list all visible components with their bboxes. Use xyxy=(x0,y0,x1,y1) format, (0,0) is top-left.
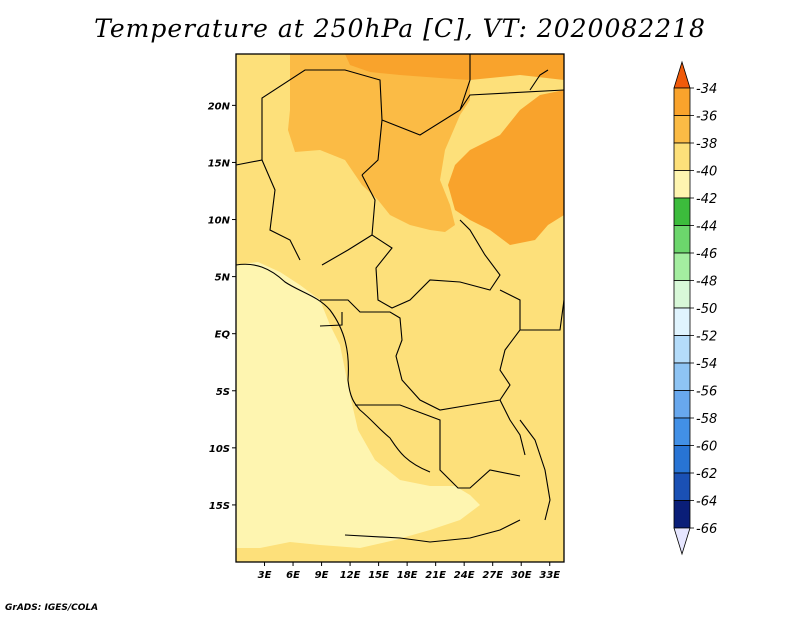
latitude-axis: 20N 15N 10N 5N EQ 5S 10S 15S xyxy=(208,101,236,512)
colorbar-swatch xyxy=(673,197,691,226)
colorbar-swatch xyxy=(673,362,691,391)
colorbar-swatch xyxy=(673,280,691,309)
colorbar-swatch xyxy=(673,115,691,144)
lon-tick-label: 33E xyxy=(539,570,560,581)
colorbar-top-arrow xyxy=(673,60,691,89)
field-warm-region xyxy=(288,54,470,232)
lon-tick-label: 15E xyxy=(368,570,389,581)
colorbar-label: -44 xyxy=(696,220,717,235)
colorbar-swatch xyxy=(673,472,691,501)
lon-tick-label: 3E xyxy=(258,570,272,581)
lon-tick-label: 21E xyxy=(425,570,446,581)
lon-tick-label: 9E xyxy=(315,570,329,581)
colorbar-label: -56 xyxy=(696,385,717,400)
lon-tick-label: 6E xyxy=(286,570,300,581)
colorbar-swatch xyxy=(673,500,691,529)
colorbar-swatch xyxy=(673,252,691,281)
temperature-field xyxy=(236,54,564,562)
colorbar-swatch xyxy=(673,390,691,419)
field-cool-region xyxy=(236,262,480,548)
colorbar-swatch xyxy=(673,307,691,336)
colorbar-swatch xyxy=(673,170,691,199)
colorbar-label: -42 xyxy=(696,192,717,207)
colorbar-label: -52 xyxy=(696,330,717,345)
lat-tick-label: 20N xyxy=(208,101,231,112)
country-borders xyxy=(236,54,564,543)
colorbar-swatch xyxy=(673,417,691,446)
colorbar-label: -34 xyxy=(696,82,717,97)
colorbar-label: -54 xyxy=(696,357,717,372)
colorbar-swatch xyxy=(673,445,691,474)
map-title: Temperature at 250hPa [C], VT: 202008221… xyxy=(94,14,706,43)
colorbar: -34 -36 -38 -40 -42 -44 -46 -48 -50 -52 -54 -56 -58 -… xyxy=(673,60,717,556)
lat-tick-label: 10S xyxy=(209,444,230,455)
colorbar-label: -50 xyxy=(696,302,717,317)
lat-tick-label: 15S xyxy=(209,501,230,512)
lon-tick-label: 27E xyxy=(482,570,503,581)
colorbar-label: -58 xyxy=(696,412,717,427)
colorbar-label: -46 xyxy=(696,247,717,262)
colorbar-label: -40 xyxy=(696,165,717,180)
colorbar-label: -62 xyxy=(696,467,717,482)
colorbar-label: -60 xyxy=(696,440,717,455)
colorbar-swatch xyxy=(673,142,691,171)
lon-tick-label: 12E xyxy=(340,570,361,581)
grads-credit: GrADS: IGES/COLA xyxy=(5,603,99,613)
lat-tick-label: 15N xyxy=(208,158,231,169)
lon-tick-label: 30E xyxy=(511,570,532,581)
colorbar-bottom-arrow xyxy=(673,527,691,556)
colorbar-swatch xyxy=(673,225,691,254)
colorbar-swatch xyxy=(673,87,691,116)
colorbar-label: -48 xyxy=(696,275,717,290)
colorbar-swatch xyxy=(673,335,691,364)
longitude-axis: 3E 6E 9E 12E 15E 18E 21E 24E 27E 30E 33E xyxy=(258,562,560,581)
map-frame xyxy=(235,53,565,563)
lat-tick-label: 5S xyxy=(216,387,230,398)
colorbar-label: -66 xyxy=(696,522,717,537)
lat-tick-label: 5N xyxy=(215,273,231,284)
lat-tick-label: 10N xyxy=(208,216,231,227)
colorbar-label: -38 xyxy=(696,137,717,152)
colorbar-label: -36 xyxy=(696,110,717,125)
colorbar-label: -64 xyxy=(696,495,717,510)
lon-tick-label: 18E xyxy=(397,570,418,581)
lon-tick-label: 24E xyxy=(454,570,475,581)
field-hot-region xyxy=(345,54,564,245)
lat-tick-label: EQ xyxy=(215,330,231,341)
